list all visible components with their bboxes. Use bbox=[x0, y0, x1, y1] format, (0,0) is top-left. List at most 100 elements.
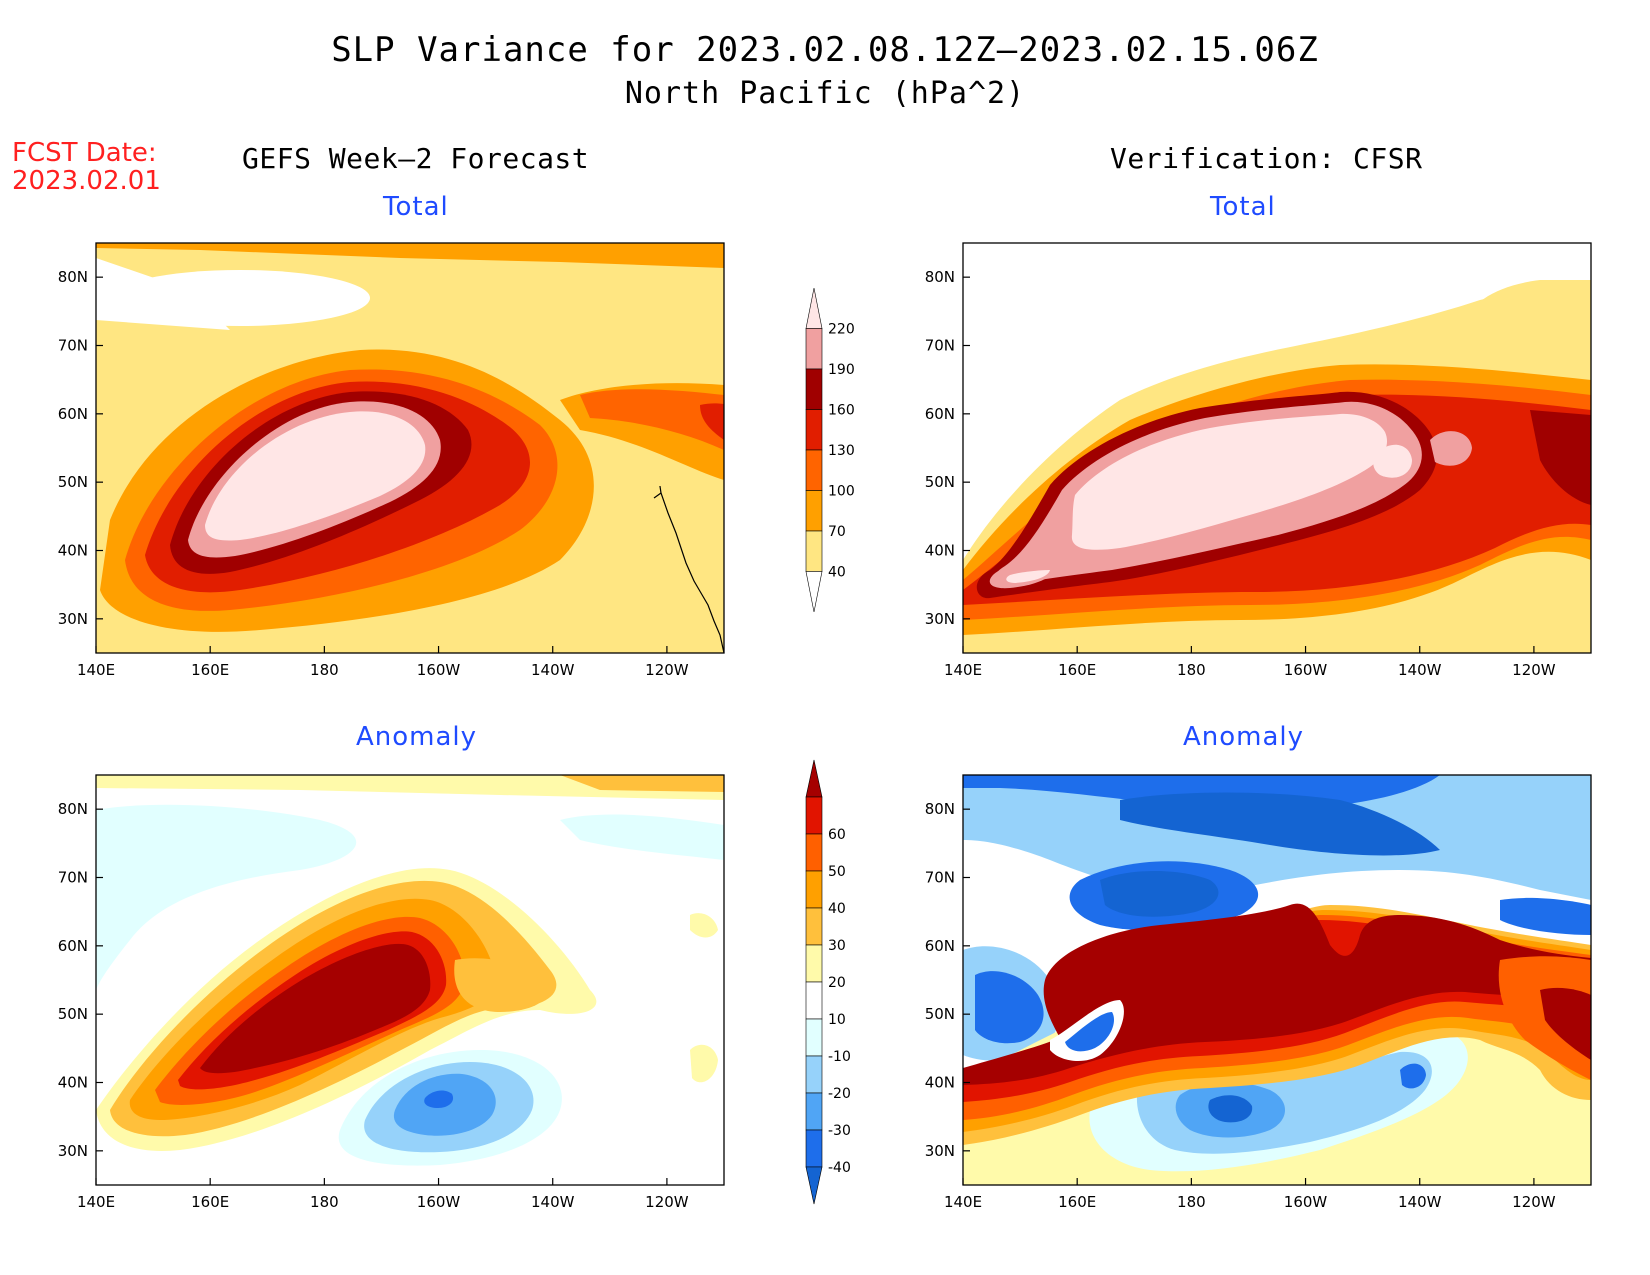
anomaly-colorbar-level-label: 30 bbox=[828, 938, 846, 954]
forecast-anomaly-lon-tick-label: 160E bbox=[191, 1193, 229, 1211]
anomaly-colorbar-swatch bbox=[805, 1166, 823, 1205]
anomaly-colorbar-level-label: 60 bbox=[828, 827, 846, 843]
total-colorbar-level-label: 160 bbox=[828, 403, 855, 419]
anomaly-colorbar-swatch bbox=[805, 796, 823, 835]
verification-anomaly-lat-tick-label: 70N bbox=[925, 869, 955, 887]
verification-anomaly-lat-tick-label: 60N bbox=[925, 937, 955, 955]
forecast-total-map bbox=[96, 243, 724, 653]
verification-anomaly-map bbox=[963, 775, 1591, 1185]
verification-anomaly-lon-tick-label: 120W bbox=[1512, 1193, 1556, 1211]
total-colorbar-swatch bbox=[805, 530, 823, 572]
anomaly-colorbar-swatch bbox=[805, 907, 823, 946]
forecast-total-lon-tick-label: 140W bbox=[531, 661, 575, 679]
total-colorbar-level-label: 130 bbox=[828, 443, 855, 459]
verification-total-lat-tick-label: 40N bbox=[925, 542, 955, 560]
forecast-anomaly-map bbox=[96, 775, 724, 1185]
verification-anomaly-lon-tick-label: 140W bbox=[1398, 1193, 1442, 1211]
verification-anomaly-lon-tick-label: 160W bbox=[1284, 1193, 1328, 1211]
forecast-total-lon-tick-label: 180 bbox=[310, 661, 339, 679]
forecast-anomaly-lat-tick-label: 30N bbox=[58, 1142, 88, 1160]
verification-anomaly-lat-tick-label: 40N bbox=[925, 1074, 955, 1092]
verification-total-lon-tick-label: 140E bbox=[944, 661, 982, 679]
anomaly-colorbar-swatch bbox=[805, 870, 823, 909]
forecast-date-value: 2023.02.01 bbox=[12, 166, 161, 196]
forecast-anomaly-lon-tick-label: 140E bbox=[77, 1193, 115, 1211]
total-colorbar-swatch bbox=[805, 449, 823, 491]
forecast-anomaly-lat-tick-label: 60N bbox=[58, 937, 88, 955]
forecast-date-label: FCST Date: bbox=[12, 138, 157, 168]
total-colorbar-swatch bbox=[805, 409, 823, 451]
anomaly-colorbar-level-label: 50 bbox=[828, 864, 846, 880]
verification-total-lon-tick-label: 160W bbox=[1284, 661, 1328, 679]
total-colorbar-swatch bbox=[805, 490, 823, 532]
left-anomaly-title: Anomaly bbox=[356, 722, 478, 752]
right-total-title: Total bbox=[1210, 192, 1276, 222]
forecast-total-lat-tick-label: 70N bbox=[58, 337, 88, 355]
verification-anomaly-lat-tick-label: 50N bbox=[925, 1005, 955, 1023]
verification-anomaly-lon-tick-label: 180 bbox=[1177, 1193, 1206, 1211]
verification-total-lat-tick-label: 60N bbox=[925, 405, 955, 423]
verification-anomaly-lon-tick-label: 160E bbox=[1058, 1193, 1096, 1211]
forecast-anomaly-lon-tick-label: 160W bbox=[417, 1193, 461, 1211]
verification-total-lat-tick-label: 80N bbox=[925, 268, 955, 286]
forecast-anomaly-lon-tick-label: 180 bbox=[310, 1193, 339, 1211]
total-colorbar-level-label: 220 bbox=[828, 322, 855, 338]
anomaly-colorbar-level-label: 10 bbox=[828, 1012, 846, 1028]
anomaly-colorbar-swatch bbox=[805, 944, 823, 983]
anomaly-colorbar-level-label: -20 bbox=[828, 1086, 851, 1102]
total-colorbar-level-label: 100 bbox=[828, 484, 855, 500]
left-column-title: GEFS Week–2 Forecast bbox=[242, 142, 590, 175]
anomaly-colorbar-swatch bbox=[805, 981, 823, 1020]
total-colorbar-swatch bbox=[805, 571, 823, 613]
verification-total-lon-tick-label: 140W bbox=[1398, 661, 1442, 679]
verification-total-lon-tick-label: 180 bbox=[1177, 661, 1206, 679]
left-total-title: Total bbox=[383, 192, 449, 222]
forecast-total-lat-tick-label: 60N bbox=[58, 405, 88, 423]
anomaly-colorbar-level-label: -40 bbox=[828, 1160, 851, 1176]
anomaly-colorbar-swatch bbox=[805, 759, 823, 798]
forecast-total-lat-tick-label: 30N bbox=[58, 610, 88, 628]
anomaly-colorbar-swatch bbox=[805, 1018, 823, 1057]
verification-anomaly-lat-tick-label: 30N bbox=[925, 1142, 955, 1160]
verification-total-lon-tick-label: 120W bbox=[1512, 661, 1556, 679]
forecast-anomaly-lat-tick-label: 80N bbox=[58, 800, 88, 818]
verification-total-lat-tick-label: 30N bbox=[925, 610, 955, 628]
total-colorbar-swatch bbox=[805, 328, 823, 370]
anomaly-colorbar-level-label: -30 bbox=[828, 1123, 851, 1139]
total-colorbar-level-label: 40 bbox=[828, 565, 846, 581]
anomaly-colorbar-swatch bbox=[805, 1129, 823, 1168]
verification-total-lat-tick-label: 50N bbox=[925, 473, 955, 491]
verification-anomaly-lon-tick-label: 140E bbox=[944, 1193, 982, 1211]
right-anomaly-title: Anomaly bbox=[1183, 722, 1305, 752]
anomaly-colorbar-swatch bbox=[805, 1055, 823, 1094]
forecast-total-lon-tick-label: 140E bbox=[77, 661, 115, 679]
verification-total-lat-tick-label: 70N bbox=[925, 337, 955, 355]
anomaly-colorbar-swatch bbox=[805, 833, 823, 872]
verification-anomaly-lat-tick-label: 80N bbox=[925, 800, 955, 818]
forecast-anomaly-lat-tick-label: 70N bbox=[58, 869, 88, 887]
anomaly-colorbar-level-label: -10 bbox=[828, 1049, 851, 1065]
total-colorbar-swatch bbox=[805, 287, 823, 329]
forecast-total-lat-tick-label: 50N bbox=[58, 473, 88, 491]
anomaly-colorbar-level-label: 40 bbox=[828, 901, 846, 917]
forecast-anomaly-lon-tick-label: 140W bbox=[531, 1193, 575, 1211]
verification-total-lon-tick-label: 160E bbox=[1058, 661, 1096, 679]
total-colorbar-level-label: 190 bbox=[828, 362, 855, 378]
figure-subtitle: North Pacific (hPa^2) bbox=[624, 76, 1026, 111]
anomaly-colorbar-level-label: 20 bbox=[828, 975, 846, 991]
forecast-anomaly-lat-tick-label: 50N bbox=[58, 1005, 88, 1023]
forecast-total-lon-tick-label: 160W bbox=[417, 661, 461, 679]
figure-title: SLP Variance for 2023.02.08.12Z–2023.02.… bbox=[331, 30, 1319, 70]
forecast-anomaly-lat-tick-label: 40N bbox=[58, 1074, 88, 1092]
forecast-anomaly-lon-tick-label: 120W bbox=[645, 1193, 689, 1211]
right-column-title: Verification: CFSR bbox=[1110, 142, 1423, 175]
forecast-total-lon-tick-label: 120W bbox=[645, 661, 689, 679]
total-colorbar-level-label: 70 bbox=[828, 524, 846, 540]
verification-total-map bbox=[963, 243, 1591, 653]
forecast-total-lat-tick-label: 80N bbox=[58, 268, 88, 286]
forecast-total-lon-tick-label: 160E bbox=[191, 661, 229, 679]
anomaly-colorbar-swatch bbox=[805, 1092, 823, 1131]
total-colorbar-swatch bbox=[805, 368, 823, 410]
forecast-total-lat-tick-label: 40N bbox=[58, 542, 88, 560]
